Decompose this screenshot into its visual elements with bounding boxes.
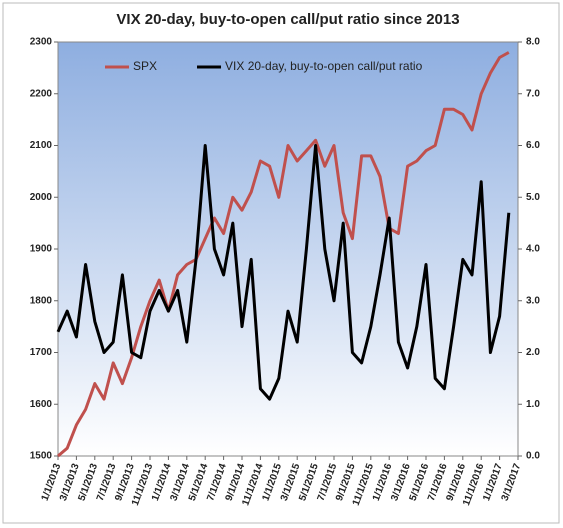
y2-tick-label: 0.0 (526, 451, 540, 462)
y2-tick-label: 8.0 (526, 37, 540, 48)
y2-tick-label: 6.0 (526, 140, 540, 151)
y-tick-label: 2000 (30, 192, 53, 203)
chart-title: VIX 20-day, buy-to-open call/put ratio s… (116, 11, 459, 28)
y2-tick-label: 1.0 (526, 399, 540, 410)
y-tick-label: 1500 (30, 451, 53, 462)
y-tick-label: 2300 (30, 37, 53, 48)
y-tick-label: 1800 (30, 295, 53, 306)
y-tick-label: 1600 (30, 399, 53, 410)
y2-tick-label: 2.0 (526, 347, 540, 358)
legend-label: VIX 20-day, buy-to-open call/put ratio (225, 59, 423, 73)
y2-tick-label: 3.0 (526, 295, 540, 306)
y-tick-label: 1900 (30, 244, 53, 255)
plot-area (57, 41, 519, 457)
legend-label: SPX (133, 59, 157, 73)
y2-tick-label: 7.0 (526, 88, 540, 99)
series-line (56, 144, 511, 401)
y-tick-label: 2200 (30, 88, 53, 99)
y-tick-label: 2100 (30, 140, 53, 151)
y2-tick-label: 5.0 (526, 192, 540, 203)
y2-tick-label: 4.0 (526, 244, 540, 255)
y-tick-label: 1700 (30, 347, 53, 358)
